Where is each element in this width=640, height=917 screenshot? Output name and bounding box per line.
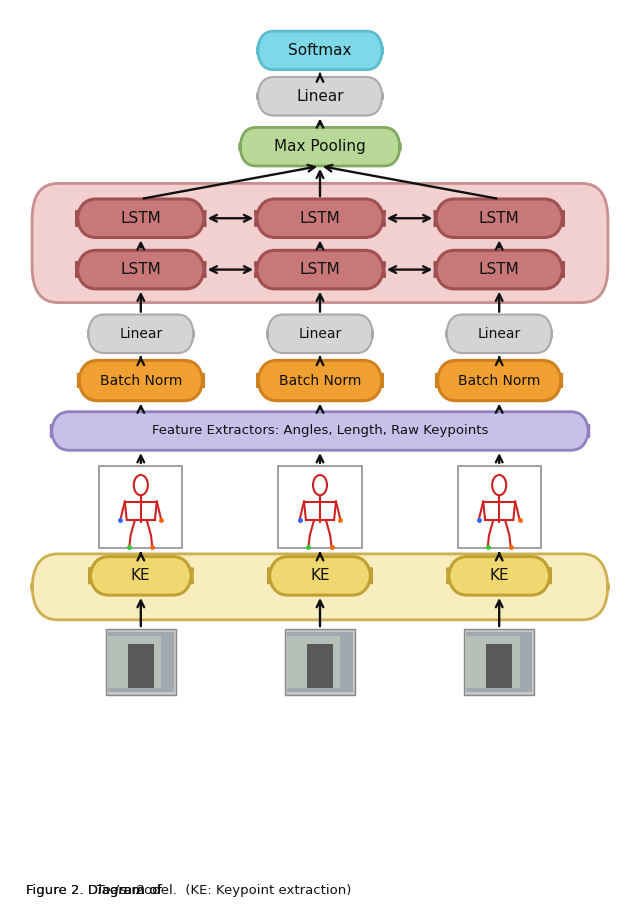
Text: Batch Norm: Batch Norm <box>100 373 182 388</box>
Text: LSTM: LSTM <box>120 211 161 226</box>
Text: LSTM: LSTM <box>300 262 340 277</box>
FancyBboxPatch shape <box>256 199 384 238</box>
FancyBboxPatch shape <box>90 557 192 595</box>
Text: Batch Norm: Batch Norm <box>458 373 540 388</box>
Text: Max Pooling: Max Pooling <box>274 139 366 154</box>
FancyBboxPatch shape <box>257 31 383 70</box>
FancyBboxPatch shape <box>257 360 383 401</box>
FancyBboxPatch shape <box>437 360 562 401</box>
Bar <box>287 632 353 692</box>
Bar <box>466 632 532 692</box>
FancyBboxPatch shape <box>435 199 563 238</box>
Text: Feature Extractors: Angles, Length, Raw Keypoints: Feature Extractors: Angles, Length, Raw … <box>152 425 488 437</box>
Text: LSTM: LSTM <box>300 211 340 226</box>
Bar <box>287 636 340 688</box>
Text: LSTM: LSTM <box>479 211 520 226</box>
Text: Team 2: Team 2 <box>96 884 145 897</box>
Bar <box>466 636 520 688</box>
Bar <box>108 632 174 692</box>
Bar <box>307 644 333 688</box>
FancyBboxPatch shape <box>77 250 205 289</box>
Text: KE: KE <box>310 569 330 583</box>
Text: Softmax: Softmax <box>288 43 352 58</box>
FancyBboxPatch shape <box>256 250 384 289</box>
Bar <box>278 466 362 548</box>
FancyBboxPatch shape <box>51 412 589 450</box>
FancyBboxPatch shape <box>88 315 193 353</box>
Text: Figure 2. Diagram of: Figure 2. Diagram of <box>26 884 166 897</box>
Bar <box>108 636 161 688</box>
FancyBboxPatch shape <box>447 315 552 353</box>
FancyBboxPatch shape <box>268 315 372 353</box>
Bar <box>128 644 154 688</box>
Text: Linear: Linear <box>119 326 163 341</box>
Bar <box>458 466 541 548</box>
FancyBboxPatch shape <box>240 127 400 166</box>
FancyBboxPatch shape <box>269 557 371 595</box>
Text: LSTM: LSTM <box>120 262 161 277</box>
Bar <box>99 466 182 548</box>
Text: Batch Norm: Batch Norm <box>279 373 361 388</box>
Bar <box>285 629 355 695</box>
FancyBboxPatch shape <box>257 77 383 116</box>
Text: LSTM: LSTM <box>479 262 520 277</box>
Text: Figure 2. Diagram of: Figure 2. Diagram of <box>26 884 166 897</box>
Text: Figure 2. Diagram of Team 2: Figure 2. Diagram of Team 2 <box>26 884 215 897</box>
Text: Linear: Linear <box>477 326 521 341</box>
Bar <box>464 629 534 695</box>
Bar <box>106 629 176 695</box>
FancyBboxPatch shape <box>32 183 608 303</box>
FancyBboxPatch shape <box>435 250 563 289</box>
FancyBboxPatch shape <box>77 199 205 238</box>
Text: KE: KE <box>131 569 150 583</box>
Text: Linear: Linear <box>298 326 342 341</box>
FancyBboxPatch shape <box>79 360 204 401</box>
Text: ’s model.  (KE: Keypoint extraction): ’s model. (KE: Keypoint extraction) <box>116 884 352 897</box>
Bar <box>486 644 512 688</box>
Text: KE: KE <box>490 569 509 583</box>
Text: Linear: Linear <box>296 89 344 104</box>
FancyBboxPatch shape <box>32 554 608 620</box>
FancyBboxPatch shape <box>448 557 550 595</box>
